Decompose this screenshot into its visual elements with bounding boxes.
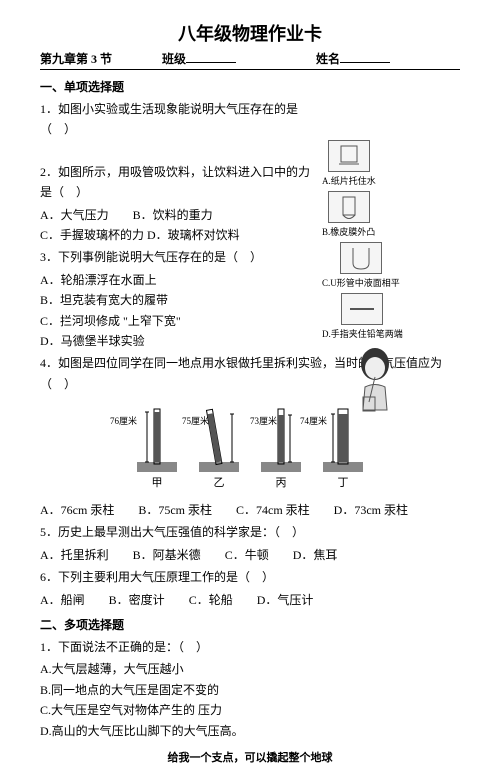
q6: 6．下列主要利用大气压原理工作的是（ ） xyxy=(40,567,460,587)
worksheet-page: 八年级物理作业卡 第九章第 3 节 班级 姓名 A.纸片托住水 B.橡皮膜外凸 … xyxy=(0,0,500,775)
q5-options: A．托里拆利 B．阿基米德 C．牛顿 D．焦耳 xyxy=(40,545,460,565)
torricelli-diagram: 甲 乙 xyxy=(40,400,460,494)
side-figures: A.纸片托住水 B.橡皮膜外凸 C.U形管中液面相平 D.手指夹住铅笔两端 xyxy=(320,138,430,414)
q4b: B．75cm 汞柱 xyxy=(138,500,212,520)
h1: 75厘米 xyxy=(182,414,209,427)
class-label: 班级 xyxy=(162,50,236,67)
q7b: B.同一地点的大气压是固定不变的 xyxy=(40,680,460,700)
q6c: C．轮船 xyxy=(189,590,233,610)
h0: 76厘米 xyxy=(110,414,137,427)
fig-a-icon xyxy=(328,140,370,172)
tube-label-1: 乙 xyxy=(214,474,225,490)
q2-opts-a: A．大气压力 B．饮料的重力 xyxy=(40,205,310,225)
q7c: C.大气压是空气对物体产生的 压力 xyxy=(40,700,460,720)
tube-label-2: 丙 xyxy=(276,474,287,490)
h2: 73厘米 xyxy=(250,414,277,427)
chapter-label: 第九章第 3 节 xyxy=(40,50,112,67)
fig-c-caption: C.U形管中液面相平 xyxy=(322,276,400,289)
fig-d-caption: D.手指夹住铅笔两端 xyxy=(322,327,403,340)
fig-c-icon xyxy=(340,242,382,274)
tube-label-3: 丁 xyxy=(338,474,349,490)
q4d: D．73cm 汞柱 xyxy=(334,500,408,520)
girl-drinking-icon xyxy=(345,342,405,412)
name-label: 姓名 xyxy=(316,50,390,67)
page-title: 八年级物理作业卡 xyxy=(40,20,460,46)
q6a: A．船闸 xyxy=(40,590,85,610)
fig-b-icon xyxy=(328,191,370,223)
q1: 1．如图小实验或生活现象能说明大气压存在的是（ ） xyxy=(40,99,310,140)
tube-jia xyxy=(132,404,182,474)
q6b: B．密度计 xyxy=(109,590,165,610)
subtitle-row: 第九章第 3 节 班级 姓名 xyxy=(40,50,460,70)
q4-options: A．76cm 汞柱 B．75cm 汞柱 C．74cm 汞柱 D．73cm 汞柱 xyxy=(40,500,460,520)
q2-opts-b: C．手握玻璃杯的力 D．玻璃杯对饮料 xyxy=(40,225,310,245)
q5: 5．历史上最早测出大气压强值的科学家是：（ ） xyxy=(40,522,460,542)
q5a: A．托里拆利 xyxy=(40,545,109,565)
q4c: C．74cm 汞柱 xyxy=(236,500,310,520)
tube-label-0: 甲 xyxy=(152,474,163,490)
q7a: A.大气层越薄，大气压越小 xyxy=(40,659,460,679)
fig-a-caption: A.纸片托住水 xyxy=(322,174,376,187)
section2-head: 二、多项选择题 xyxy=(40,616,460,633)
h3: 74厘米 xyxy=(300,414,327,427)
q7d: D.高山的大气压比山脚下的大气压高。 xyxy=(40,721,460,741)
name-blank xyxy=(340,50,390,63)
q5b: B．阿基米德 xyxy=(133,545,201,565)
q7: 1．下面说法不正确的是：（ ） xyxy=(40,637,460,657)
q5c: C．牛顿 xyxy=(225,545,269,565)
fig-b-caption: B.橡皮膜外凸 xyxy=(322,225,375,238)
page-footer: 给我一个支点，可以撬起整个地球 xyxy=(40,749,460,765)
q4a: A．76cm 汞柱 xyxy=(40,500,114,520)
q5d: D．焦耳 xyxy=(293,545,338,565)
q6-options: A．船闸 B．密度计 C．轮船 D．气压计 xyxy=(40,590,460,610)
section1-head: 一、单项选择题 xyxy=(40,78,460,95)
q2: 2．如图所示，用吸管吸饮料，让饮料进入口中的力是（ ） xyxy=(40,162,310,203)
fig-d-icon xyxy=(341,293,383,325)
class-blank xyxy=(186,50,236,63)
q6d: D．气压计 xyxy=(257,590,314,610)
